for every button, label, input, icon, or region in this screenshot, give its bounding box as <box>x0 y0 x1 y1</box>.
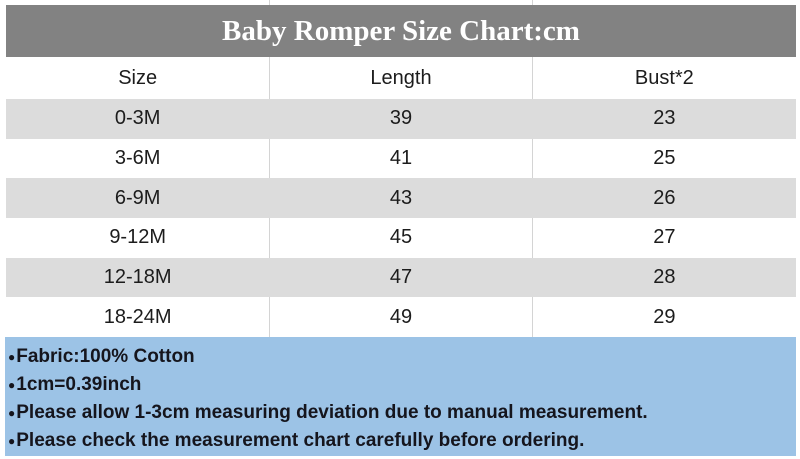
table-row: 18-24M 49 29 <box>6 297 796 337</box>
cell-size: 3-6M <box>114 146 161 169</box>
bullet-icon: ● <box>8 434 16 448</box>
bullet-icon: ● <box>8 350 16 364</box>
table-row: 0-3M 39 23 <box>6 99 796 139</box>
cell-length: 47 <box>389 265 413 288</box>
grid-tick <box>269 0 270 5</box>
cell-length: 39 <box>389 107 413 130</box>
note-text: Please allow 1-3cm measuring deviation d… <box>16 402 648 423</box>
note-item: ● Please allow 1-3cm measuring deviation… <box>8 399 792 427</box>
cell-bust: 25 <box>653 146 676 169</box>
bullet-icon: ● <box>8 406 16 420</box>
note-text: Please check the measurement chart caref… <box>16 430 585 451</box>
table-row: 3-6M 41 25 <box>6 138 796 179</box>
cell-length: 45 <box>269 218 533 258</box>
note-item: ● Fabric:100% Cotton <box>8 343 792 371</box>
note-item: ● Please check the measurement chart car… <box>8 427 792 455</box>
cell-bust: 29 <box>653 305 676 328</box>
size-table: Size Length Bust*2 0-3M 39 23 3-6M 41 25… <box>6 57 796 337</box>
cell-size: 18-24M <box>103 305 172 328</box>
cell-size: 12-18M <box>103 265 172 288</box>
note-item: ● 1cm=0.39inch <box>8 371 792 399</box>
column-header-bust: Bust*2 <box>634 66 694 89</box>
cell-bust: 23 <box>653 107 676 130</box>
chart-title-bar: Baby Romper Size Chart:cm <box>6 5 796 57</box>
cell-size: 6-9M <box>114 186 161 209</box>
bullet-icon: ● <box>8 378 16 392</box>
column-header-size: Size <box>118 66 158 89</box>
cell-length: 41 <box>269 138 533 179</box>
table-header-row: Size Length Bust*2 <box>6 57 796 99</box>
cell-bust: 28 <box>653 265 676 288</box>
note-text: 1cm=0.39inch <box>16 374 142 395</box>
cell-bust: 26 <box>653 186 676 209</box>
column-header-length: Length <box>269 57 533 99</box>
cell-size: 0-3M <box>114 107 161 130</box>
cell-bust: 27 <box>653 226 676 249</box>
grid-tick <box>532 0 533 5</box>
cell-size: 9-12M <box>109 226 167 249</box>
chart-title: Baby Romper Size Chart:cm <box>222 14 580 47</box>
cell-length: 43 <box>389 186 413 209</box>
table-row: 6-9M 43 26 <box>6 178 796 218</box>
table-row: 12-18M 47 28 <box>6 257 796 298</box>
note-text: Fabric:100% Cotton <box>16 346 195 367</box>
table-row: 9-12M 45 27 <box>6 218 796 258</box>
cell-length: 49 <box>269 297 533 337</box>
notes-panel: ● Fabric:100% Cotton ● 1cm=0.39inch ● Pl… <box>5 337 796 456</box>
